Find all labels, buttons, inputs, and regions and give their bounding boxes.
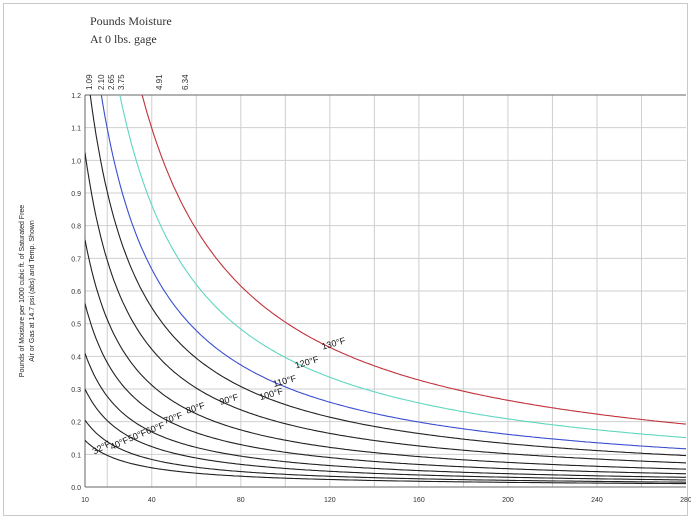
curve-40f (85, 419, 686, 483)
chart-frame (3, 3, 688, 516)
top-tick-label: 2.65 (107, 74, 116, 90)
y-tick-label: 0.6 (71, 289, 81, 296)
curve-90f (85, 152, 686, 464)
curve-100f (89, 95, 686, 457)
curve-32f (85, 439, 686, 485)
y-axis-label-line2: Air or Gas at 14.7 psi (abs) and Temp. S… (29, 220, 36, 362)
top-tick-label: 1.09 (85, 74, 94, 90)
x-tick-label: 40 (148, 497, 156, 504)
curve-60f (85, 353, 686, 478)
y-tick-label: 1.2 (71, 93, 81, 100)
x-tick-label: 280 (680, 497, 691, 504)
top-tick-label: 4.91 (155, 74, 164, 90)
y-tick-label: 0.0 (71, 485, 81, 492)
x-tick-label: 240 (591, 497, 603, 504)
y-tick-label: 1.1 (71, 126, 81, 133)
y-tick-label: 0.5 (71, 322, 81, 329)
y-tick-label: 0.3 (71, 387, 81, 394)
x-tick-label: 200 (502, 497, 514, 504)
curve-110f (100, 95, 686, 450)
y-tick-label: 0.7 (71, 256, 81, 263)
y-tick-label: 1.0 (71, 158, 81, 165)
top-tick-label: 3.75 (117, 74, 126, 90)
curve-120f (119, 95, 686, 439)
top-tick-label: 2.10 (97, 74, 106, 90)
x-tick-label: 10 (81, 497, 89, 504)
top-tick-label: 6.34 (181, 74, 190, 90)
y-tick-label: 0.2 (71, 420, 81, 427)
curve-50f (85, 388, 686, 481)
top-title-line1: Pounds Moisture (90, 14, 172, 28)
top-title-line2: At 0 lbs. gage (90, 32, 157, 46)
y-axis-label-line1: Pounds of Moisture per 1000 cubic ft. of… (19, 205, 26, 377)
curve-80f (85, 239, 686, 470)
x-tick-label: 160 (413, 497, 425, 504)
x-tick-label: 80 (237, 497, 245, 504)
y-tick-label: 0.4 (71, 354, 81, 361)
y-tick-label: 0.9 (71, 191, 81, 198)
curve-70f (85, 303, 686, 475)
y-tick-label: 0.1 (71, 452, 81, 459)
curve-130f (141, 95, 686, 425)
y-tick-label: 0.8 (71, 224, 81, 231)
curve-label: 32°F (91, 438, 113, 456)
x-tick-label: 120 (324, 497, 336, 504)
